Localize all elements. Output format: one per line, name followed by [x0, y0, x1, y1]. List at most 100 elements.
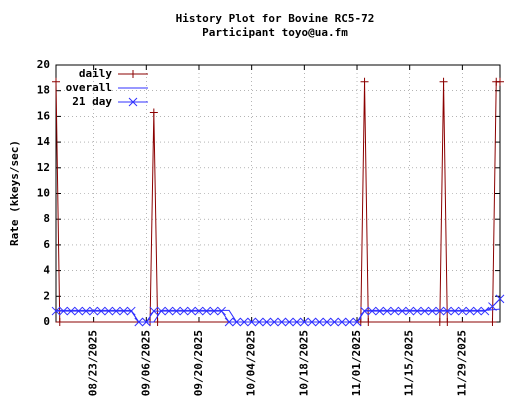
point-marker: [488, 302, 497, 311]
point-marker: [141, 317, 151, 327]
point-marker: [450, 306, 460, 316]
point-marker: [345, 317, 354, 327]
point-marker: [134, 317, 144, 327]
point-marker: [322, 317, 332, 327]
point-marker: [473, 306, 482, 316]
point-marker: [111, 306, 121, 316]
legend-label: daily: [79, 67, 112, 80]
point-marker: [405, 306, 415, 316]
point-marker: [435, 306, 445, 316]
legend-marker: [129, 70, 137, 78]
point-marker: [239, 317, 249, 327]
point-marker: [202, 306, 211, 316]
y-axis-label: Rate (kkeys/sec): [8, 140, 21, 246]
point-marker: [427, 306, 437, 316]
x-tick-label: 08/23/2025: [87, 330, 100, 396]
series-line: [56, 298, 501, 323]
point-marker: [119, 306, 129, 316]
point-marker: [89, 306, 98, 316]
point-marker: [157, 306, 166, 316]
point-marker: [496, 77, 504, 86]
chart-subtitle: Participant toyo@ua.fm: [202, 26, 348, 39]
point-marker: [232, 317, 241, 327]
point-marker: [458, 306, 467, 316]
point-marker: [262, 317, 272, 327]
point-marker: [51, 306, 61, 316]
point-marker: [194, 306, 204, 316]
series-line: [55, 81, 500, 323]
point-marker: [412, 306, 422, 316]
point-marker: [337, 317, 347, 327]
point-marker: [66, 306, 76, 316]
point-marker: [465, 306, 475, 316]
point-marker: [254, 317, 264, 327]
point-marker: [442, 306, 452, 316]
point-marker: [74, 306, 83, 316]
x-tick-label: 11/29/2025: [455, 330, 468, 396]
y-tick-label: 20: [37, 58, 50, 71]
point-marker: [330, 317, 339, 327]
point-marker: [277, 317, 287, 327]
point-marker: [55, 318, 64, 326]
point-marker: [390, 306, 399, 316]
series: [52, 77, 504, 326]
point-marker: [149, 306, 159, 316]
point-marker: [59, 306, 68, 316]
y-tick-label: 16: [37, 109, 51, 122]
point-marker: [247, 317, 257, 327]
point-marker: [375, 306, 384, 316]
point-marker: [364, 318, 373, 326]
y-tick-label: 4: [43, 264, 50, 277]
y-tick-label: 18: [37, 84, 50, 97]
y-tick-label: 0: [43, 315, 50, 328]
legend-label: overall: [66, 81, 112, 94]
point-marker: [209, 306, 219, 316]
point-marker: [315, 317, 324, 327]
point-marker: [217, 306, 226, 316]
point-marker: [164, 306, 174, 316]
point-marker: [360, 77, 369, 86]
point-marker: [352, 317, 362, 327]
point-marker: [149, 108, 158, 117]
point-marker: [356, 318, 365, 326]
legend-marker: [128, 97, 138, 107]
legend-label: 21 day: [72, 95, 112, 108]
point-marker: [292, 317, 302, 327]
y-tick-label: 10: [37, 187, 50, 200]
point-marker: [397, 306, 407, 316]
point-marker: [153, 318, 162, 326]
point-marker: [367, 306, 377, 316]
x-tick-label: 11/15/2025: [403, 330, 416, 396]
point-marker: [439, 77, 448, 86]
x-tick-label: 09/20/2025: [192, 330, 205, 396]
point-marker: [96, 306, 106, 316]
point-marker: [495, 294, 505, 304]
point-marker: [360, 306, 369, 316]
point-marker: [488, 318, 497, 326]
point-marker: [224, 317, 234, 327]
point-marker: [81, 306, 91, 316]
point-marker: [104, 306, 114, 316]
y-tick-label: 8: [43, 212, 50, 225]
chart-title: History Plot for Bovine RC5-72: [176, 12, 375, 25]
y-tick-label: 2: [43, 289, 50, 302]
point-marker: [269, 317, 279, 327]
point-marker: [187, 306, 196, 316]
point-marker: [382, 306, 392, 316]
point-marker: [179, 306, 189, 316]
point-marker: [480, 306, 490, 316]
point-marker: [299, 317, 309, 327]
point-marker: [284, 317, 294, 327]
y-tick-label: 12: [37, 161, 50, 174]
y-tick-label: 14: [37, 135, 51, 148]
point-marker: [172, 306, 181, 316]
point-marker: [126, 306, 136, 316]
point-marker: [435, 318, 444, 326]
x-tick-label: 10/18/2025: [297, 330, 310, 396]
series: [51, 294, 505, 327]
plot-frame: [55, 64, 501, 323]
point-marker: [307, 317, 317, 327]
x-tick-label: 11/01/2025: [350, 330, 363, 396]
x-tick-label: 09/06/2025: [139, 330, 152, 396]
